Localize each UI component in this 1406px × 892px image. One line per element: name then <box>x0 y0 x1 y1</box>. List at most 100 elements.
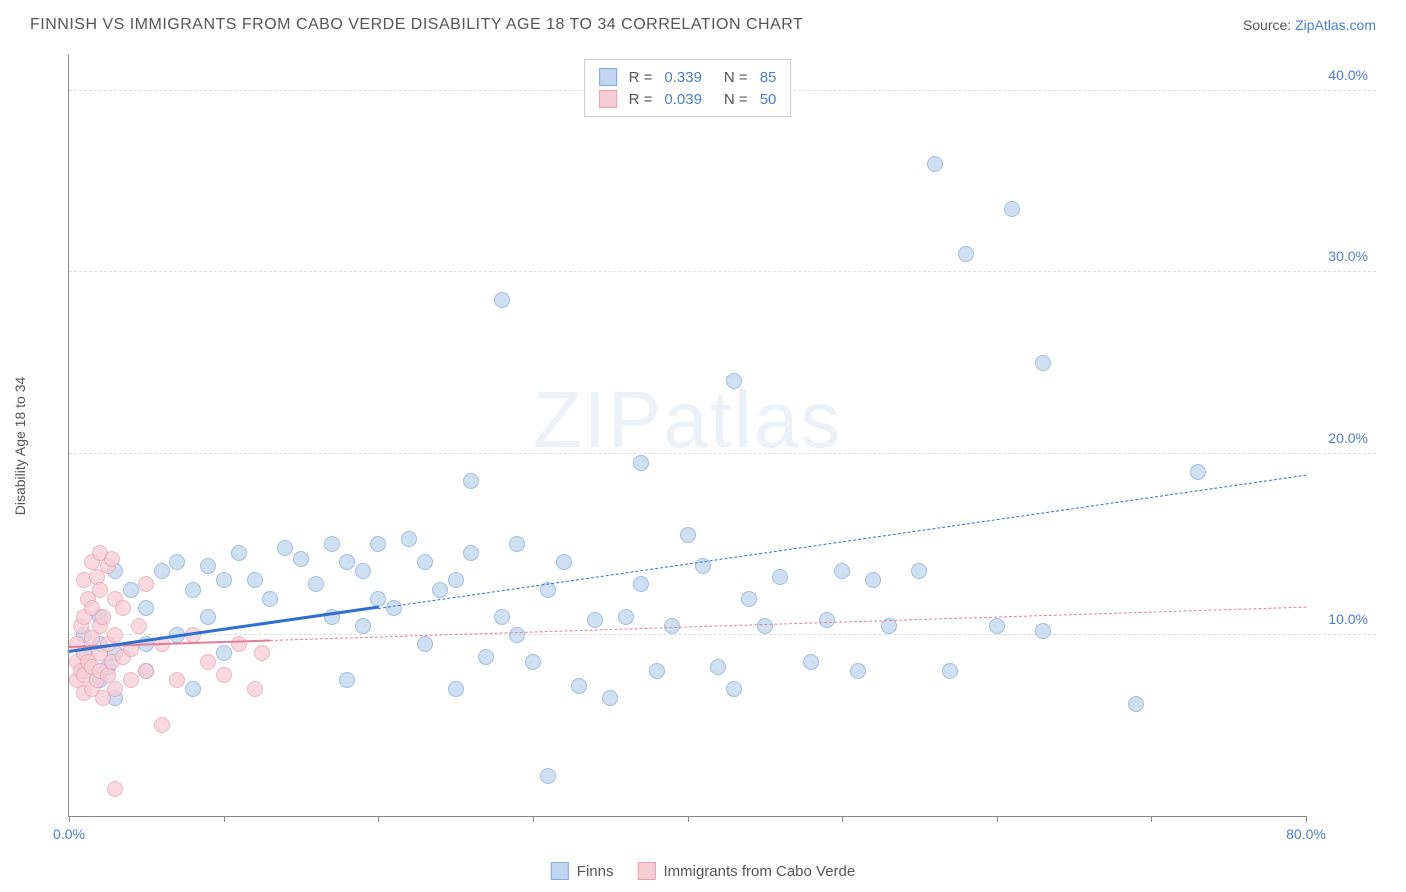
data-point <box>803 654 819 670</box>
data-point <box>324 536 340 552</box>
x-tick <box>842 816 843 822</box>
data-point <box>370 536 386 552</box>
source-attribution: Source: ZipAtlas.com <box>1243 17 1376 33</box>
data-point <box>509 627 525 643</box>
legend-item: Finns <box>551 862 614 880</box>
data-point <box>834 563 850 579</box>
y-axis-label: Disability Age 18 to 34 <box>12 377 28 516</box>
data-point <box>131 618 147 634</box>
data-point <box>942 663 958 679</box>
x-tick <box>688 816 689 822</box>
y-tick-label: 10.0% <box>1328 611 1368 627</box>
data-point <box>254 645 270 661</box>
data-point <box>463 545 479 561</box>
data-point <box>741 591 757 607</box>
data-point <box>115 600 131 616</box>
data-point <box>401 531 417 547</box>
plot-area: ZIPatlas R =0.339N =85R =0.039N =50 10.0… <box>68 55 1306 817</box>
data-point <box>494 609 510 625</box>
data-point <box>107 681 123 697</box>
data-point <box>865 572 881 588</box>
data-point <box>95 609 111 625</box>
data-point <box>1128 696 1144 712</box>
data-point <box>169 554 185 570</box>
x-tick <box>224 816 225 822</box>
data-point <box>1035 355 1051 371</box>
trend-line-projected <box>270 607 1307 641</box>
legend-label: Finns <box>577 863 614 880</box>
data-point <box>104 551 120 567</box>
data-point <box>247 681 263 697</box>
data-point <box>200 654 216 670</box>
n-value: 85 <box>760 69 777 86</box>
data-point <box>355 618 371 634</box>
data-point <box>370 591 386 607</box>
data-point <box>417 554 433 570</box>
data-point <box>92 582 108 598</box>
x-tick <box>1151 816 1152 822</box>
legend-stat-row: R =0.339N =85 <box>599 66 777 88</box>
data-point <box>509 536 525 552</box>
data-point <box>216 645 232 661</box>
series-legend: Finns Immigrants from Cabo Verde <box>551 862 855 880</box>
data-point <box>710 659 726 675</box>
data-point <box>757 618 773 634</box>
data-point <box>633 576 649 592</box>
data-point <box>448 572 464 588</box>
data-point <box>107 781 123 797</box>
data-point <box>247 572 263 588</box>
x-tick <box>533 816 534 822</box>
data-point <box>958 246 974 262</box>
r-value: 0.339 <box>664 69 702 86</box>
data-point <box>989 618 1005 634</box>
y-tick-label: 30.0% <box>1328 248 1368 264</box>
data-point <box>339 554 355 570</box>
legend-stat-row: R =0.039N =50 <box>599 88 777 110</box>
data-point <box>277 540 293 556</box>
data-point <box>154 563 170 579</box>
data-point <box>633 455 649 471</box>
data-point <box>726 373 742 389</box>
stats-legend: R =0.339N =85R =0.039N =50 <box>584 59 792 117</box>
data-point <box>169 672 185 688</box>
data-point <box>308 576 324 592</box>
data-point <box>525 654 541 670</box>
data-point <box>448 681 464 697</box>
data-point <box>293 551 309 567</box>
data-point <box>138 600 154 616</box>
data-point <box>726 681 742 697</box>
data-point <box>200 609 216 625</box>
data-point <box>231 545 247 561</box>
data-point <box>138 663 154 679</box>
y-tick-label: 40.0% <box>1328 67 1368 83</box>
data-point <box>587 612 603 628</box>
x-tick <box>69 816 70 822</box>
data-point <box>386 600 402 616</box>
r-value: 0.039 <box>664 91 702 108</box>
legend-swatch <box>551 862 569 880</box>
data-point <box>216 667 232 683</box>
chart-container: Disability Age 18 to 34 ZIPatlas R =0.33… <box>50 55 1376 837</box>
gridline <box>69 453 1376 454</box>
data-point <box>355 563 371 579</box>
data-point <box>1035 623 1051 639</box>
legend-swatch <box>637 862 655 880</box>
data-point <box>123 672 139 688</box>
gridline <box>69 271 1376 272</box>
data-point <box>494 292 510 308</box>
data-point <box>618 609 634 625</box>
data-point <box>154 717 170 733</box>
data-point <box>680 527 696 543</box>
data-point <box>138 576 154 592</box>
data-point <box>649 663 665 679</box>
legend-label: Immigrants from Cabo Verde <box>663 863 855 880</box>
x-tick <box>1306 816 1307 822</box>
data-point <box>772 569 788 585</box>
y-tick-label: 20.0% <box>1328 430 1368 446</box>
data-point <box>262 591 278 607</box>
data-point <box>540 768 556 784</box>
data-point <box>463 473 479 489</box>
legend-swatch <box>599 90 617 108</box>
data-point <box>123 582 139 598</box>
source-link[interactable]: ZipAtlas.com <box>1295 17 1376 33</box>
